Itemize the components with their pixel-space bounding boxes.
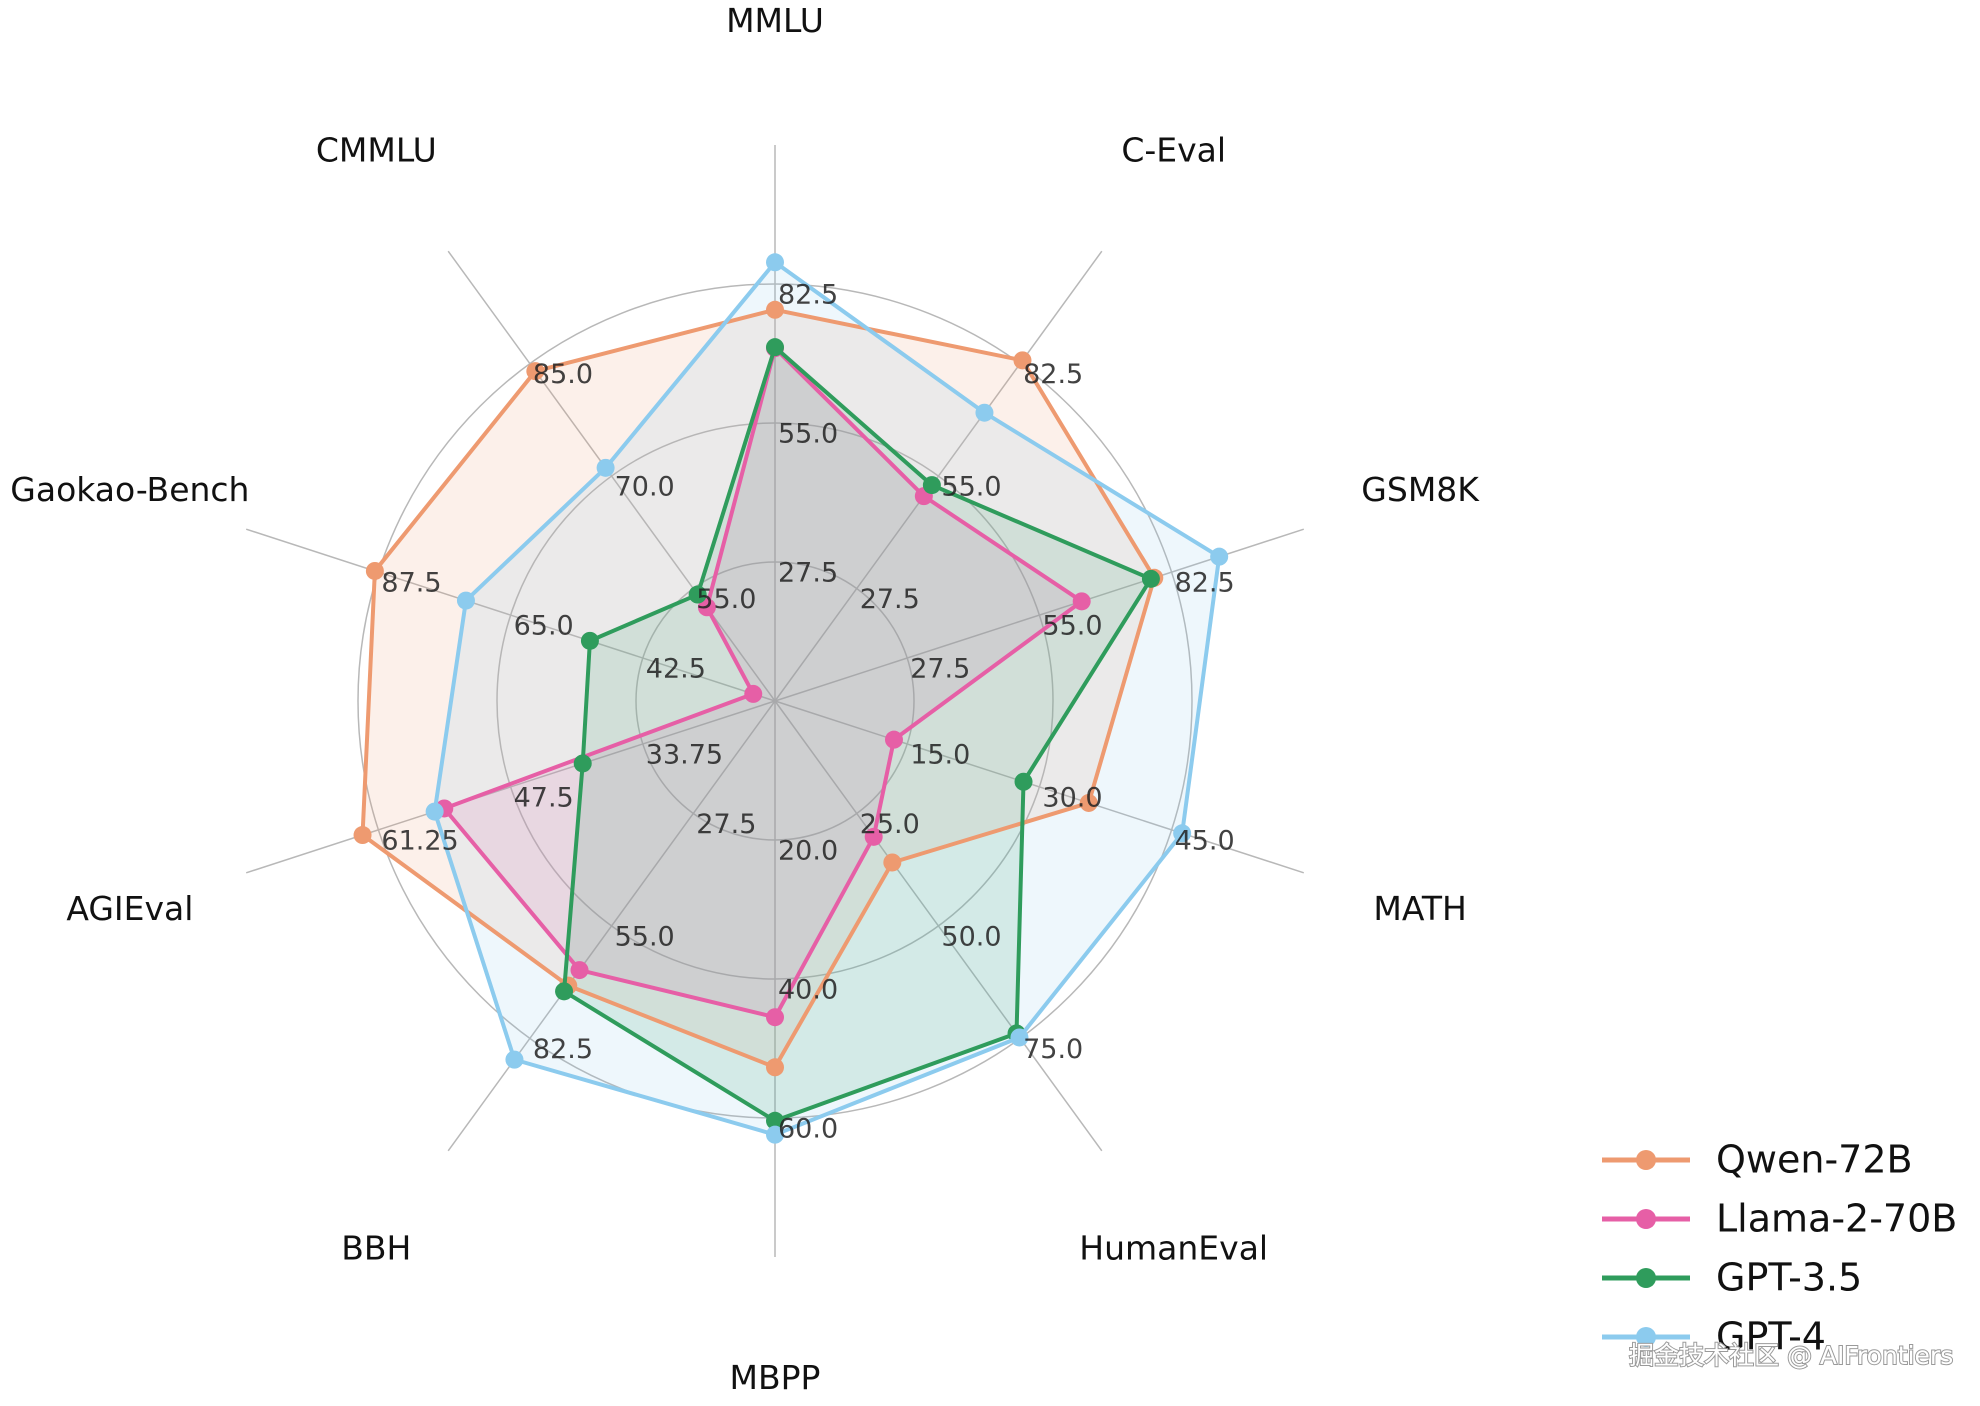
point xyxy=(505,1050,524,1069)
point xyxy=(766,300,784,319)
spoke xyxy=(774,700,1305,874)
tick-label: 82.5 xyxy=(778,280,838,311)
tick-label: 47.5 xyxy=(514,782,574,813)
tick-label: 27.5 xyxy=(860,584,920,615)
tick-label: 85.0 xyxy=(533,359,593,390)
axis-label: MATH xyxy=(1373,889,1466,928)
tick-label: 60.0 xyxy=(778,1114,838,1145)
point xyxy=(688,585,707,604)
point xyxy=(975,403,994,422)
tick-label: 55.0 xyxy=(778,419,838,450)
tick-label: 27.5 xyxy=(696,809,756,840)
point xyxy=(744,684,763,703)
tick-label: 55.0 xyxy=(696,584,756,615)
point xyxy=(883,853,902,872)
tick-label: 25.0 xyxy=(860,809,920,840)
point xyxy=(766,1111,784,1130)
point xyxy=(1013,351,1032,370)
tick-label: 20.0 xyxy=(778,836,838,867)
tick-label: 45.0 xyxy=(1175,825,1235,856)
point xyxy=(1014,772,1033,791)
point xyxy=(766,338,784,357)
tick-label: 30.0 xyxy=(1042,782,1102,813)
tick-label: 61.25 xyxy=(381,825,458,856)
tick-label: 55.0 xyxy=(941,472,1001,503)
point xyxy=(580,631,599,650)
legend-label: Llama-2-70B xyxy=(1716,1197,1957,1241)
spoke xyxy=(447,250,776,702)
point xyxy=(570,961,589,980)
point xyxy=(697,598,716,617)
axis-label: BBH xyxy=(341,1228,411,1267)
series-area xyxy=(444,348,1082,1018)
axis-label: AGIEval xyxy=(66,889,193,928)
point xyxy=(456,591,475,610)
point xyxy=(884,730,903,749)
tick-label: 70.0 xyxy=(615,472,675,503)
point xyxy=(766,1125,784,1144)
point xyxy=(864,827,883,846)
axis-label: MBPP xyxy=(730,1358,821,1397)
tick-label: 75.0 xyxy=(1023,1034,1083,1065)
point xyxy=(1010,1028,1029,1047)
tick-label: 27.5 xyxy=(910,654,970,685)
point xyxy=(1173,824,1192,843)
legend-label: GPT-4 xyxy=(1716,1315,1826,1359)
point xyxy=(1072,592,1091,611)
series-area xyxy=(434,262,1220,1135)
point xyxy=(425,802,444,821)
point xyxy=(353,826,372,845)
point xyxy=(922,476,941,495)
tick-label: 82.5 xyxy=(1023,359,1083,390)
spoke xyxy=(245,700,776,874)
axis-label: Gaokao-Bench xyxy=(10,470,249,509)
tick-label: 27.5 xyxy=(778,558,838,589)
legend-marker xyxy=(1636,1209,1656,1229)
spoke xyxy=(774,700,1103,1152)
spoke xyxy=(447,700,776,1152)
point xyxy=(526,362,545,381)
legend-marker xyxy=(1636,1150,1656,1170)
axis-label: CMMLU xyxy=(316,131,437,170)
series-area xyxy=(564,347,1151,1121)
point xyxy=(365,561,384,580)
axis-label: HumanEval xyxy=(1079,1228,1268,1267)
point xyxy=(596,458,615,477)
point xyxy=(1210,547,1229,566)
tick-label: 40.0 xyxy=(778,975,838,1006)
tick-label: 82.5 xyxy=(1175,568,1235,599)
watermark: 掘金技术社区 @ AIFrontiers xyxy=(1629,1341,1953,1370)
tick-label: 15.0 xyxy=(910,739,970,770)
point xyxy=(1079,793,1098,812)
tick-label: 55.0 xyxy=(1042,611,1102,642)
tick-label: 42.5 xyxy=(646,654,706,685)
point xyxy=(766,253,784,272)
point xyxy=(766,1058,784,1077)
point xyxy=(573,754,592,773)
tick-label: 55.0 xyxy=(615,921,675,952)
point xyxy=(766,1008,784,1027)
tick-label: 65.0 xyxy=(514,611,574,642)
axis-label: MMLU xyxy=(726,1,824,40)
tick-label: 50.0 xyxy=(941,921,1001,952)
tick-label: 82.5 xyxy=(533,1034,593,1065)
axis-label: GSM8K xyxy=(1361,470,1480,509)
legend-marker xyxy=(1636,1268,1656,1288)
tick-label: 33.75 xyxy=(646,739,723,770)
spoke xyxy=(245,528,776,702)
point xyxy=(555,982,574,1001)
legend-label: Qwen-72B xyxy=(1716,1138,1913,1182)
spoke xyxy=(774,250,1103,702)
tick-label: 87.5 xyxy=(381,568,441,599)
point xyxy=(1141,569,1160,588)
axis-label: C-Eval xyxy=(1121,131,1226,170)
legend-marker xyxy=(1636,1327,1656,1347)
legend-label: GPT-3.5 xyxy=(1716,1256,1862,1300)
